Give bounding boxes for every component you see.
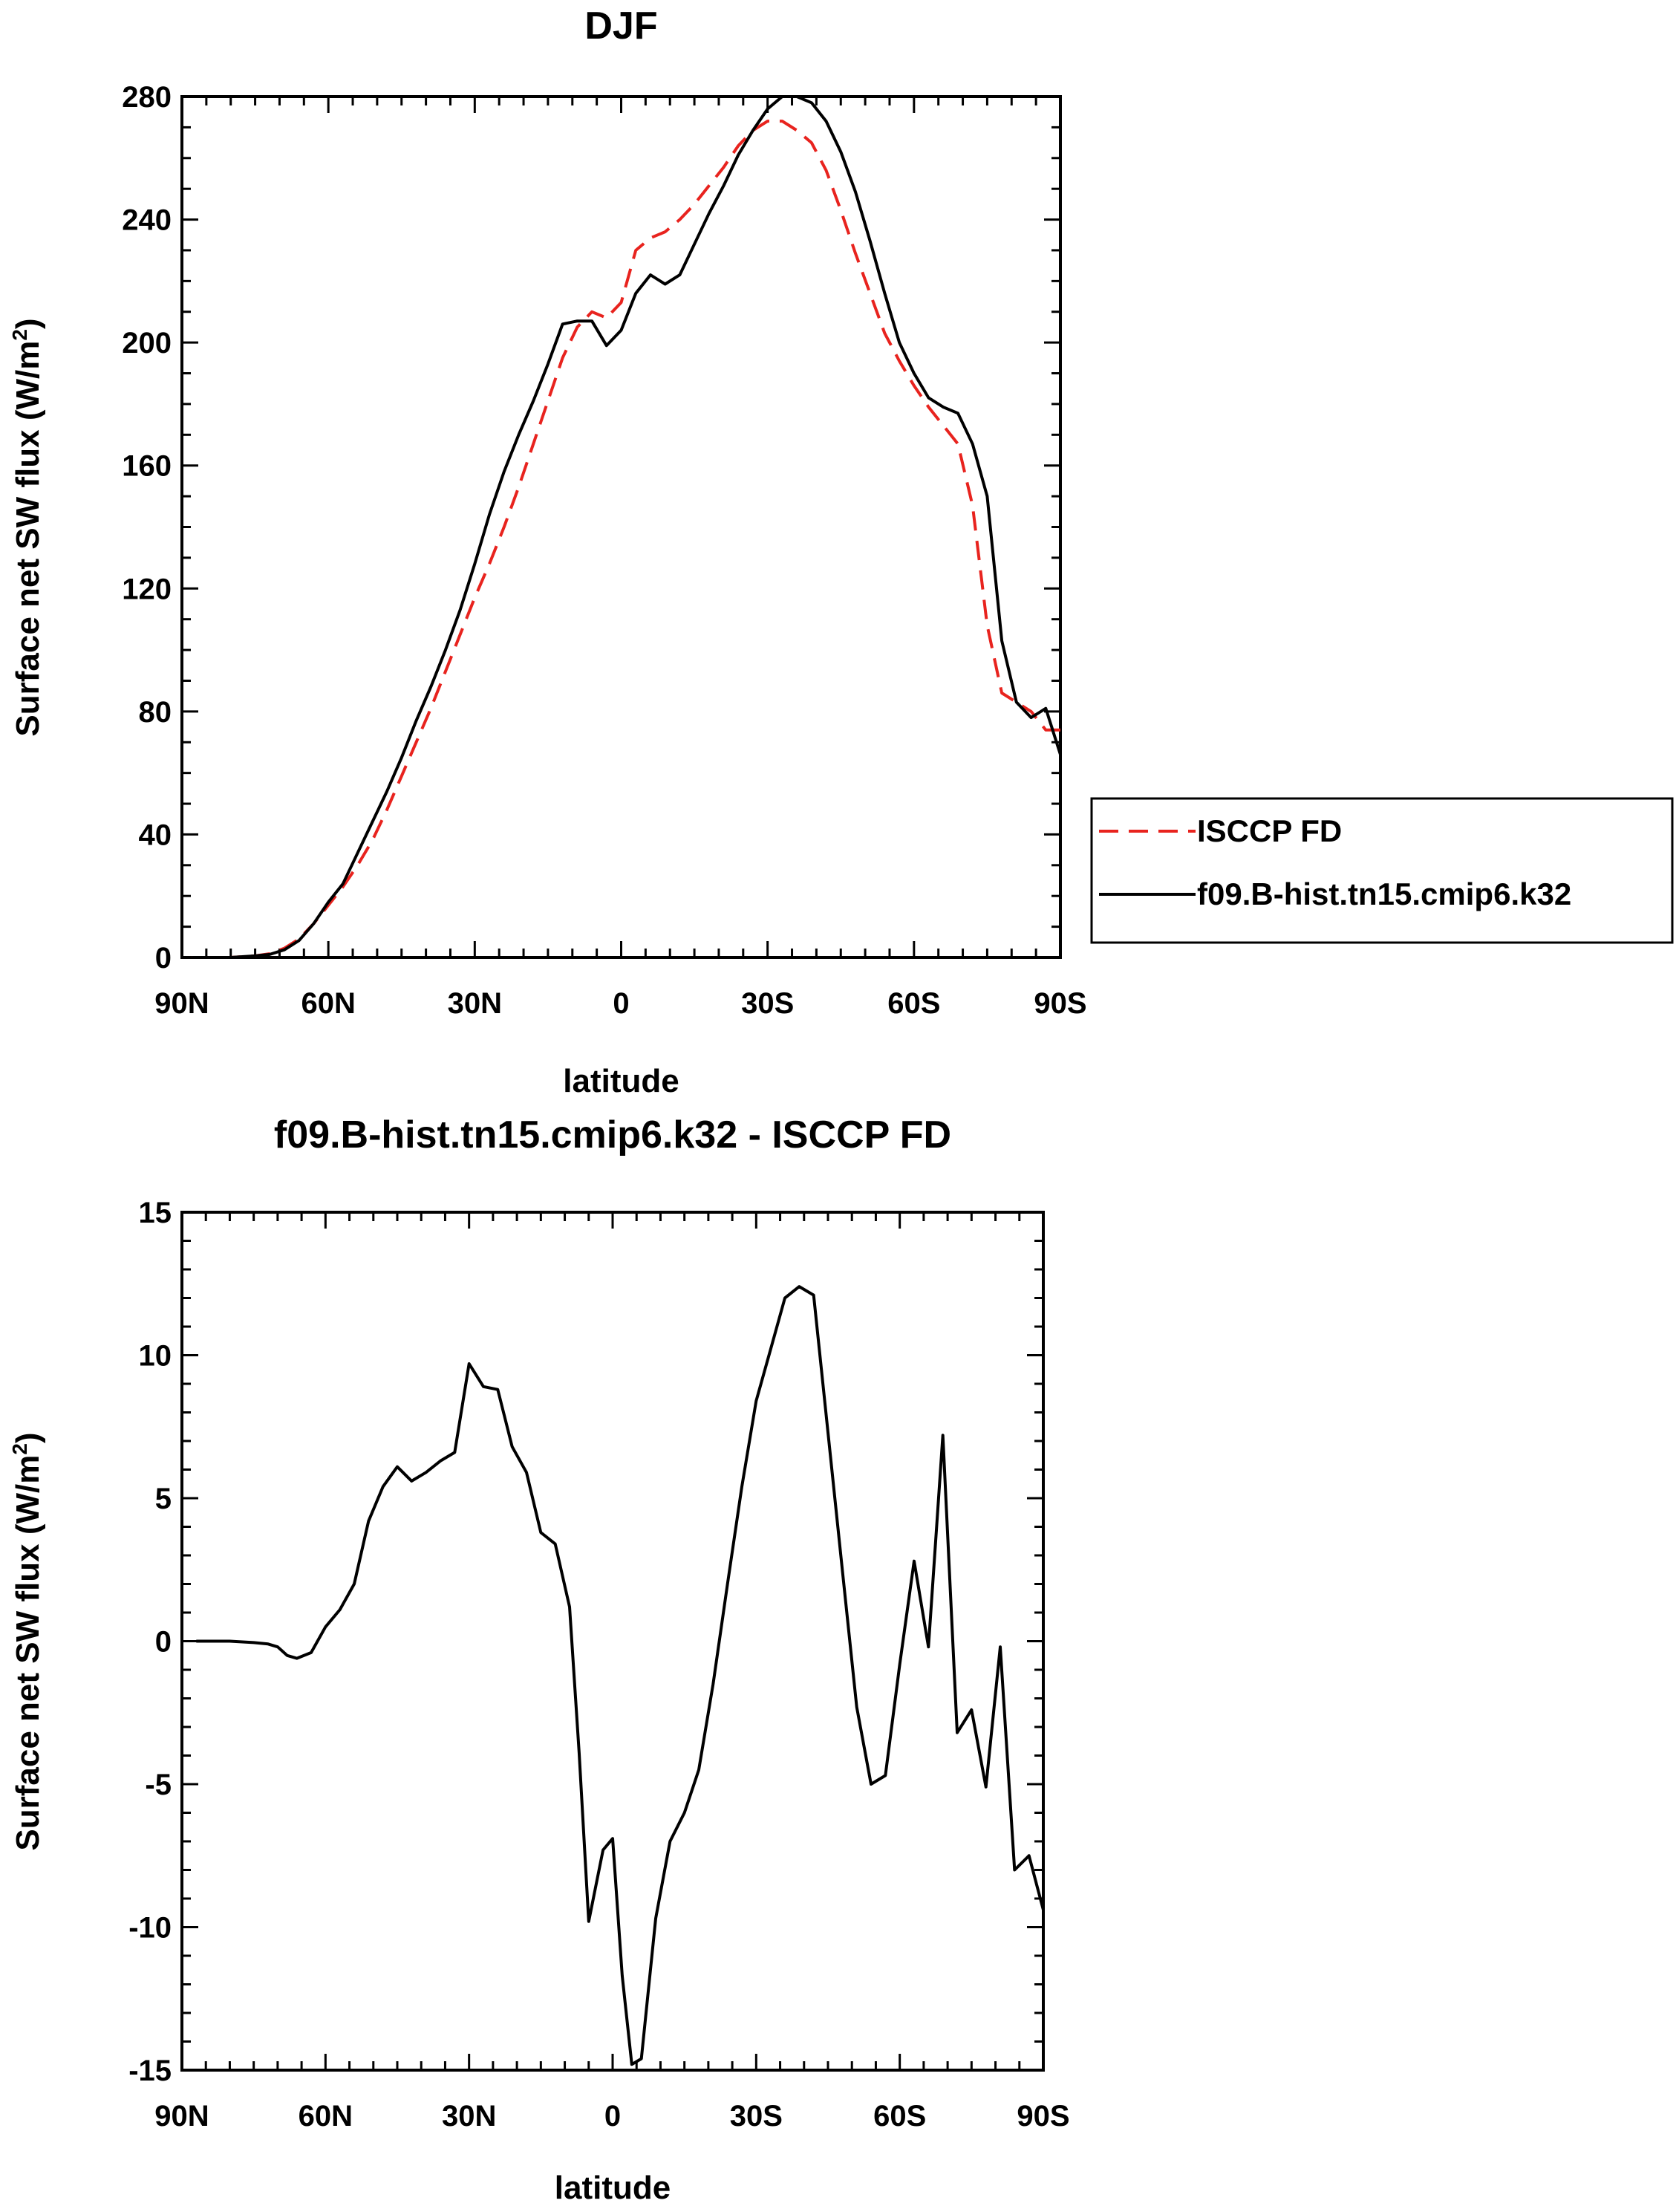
y-tick-label: 240 <box>122 204 172 237</box>
y-axis: 0 40 80 120 160 200 240 280 <box>122 81 1060 975</box>
legend-label: f09.B-hist.tn15.cmip6.k32 <box>1197 876 1571 911</box>
difference-line <box>196 1285 1043 2066</box>
y-tick-label: 5 <box>155 1483 172 1515</box>
x-tick-label: 60N <box>301 987 355 1020</box>
chart-title: DJF <box>584 4 657 48</box>
y-tick-label: 0 <box>155 942 172 975</box>
series-line-isccp-fd <box>192 120 1060 957</box>
chart-title: f09.B-hist.tn15.cmip6.k32 - ISCCP FD <box>274 1113 951 1157</box>
plot-frame <box>180 1211 1045 2072</box>
x-tick-label: 30S <box>730 2100 783 2133</box>
x-tick-label: 60S <box>873 2100 926 2133</box>
y-tick-label: -15 <box>128 2055 172 2087</box>
y-tick-label: 10 <box>139 1340 172 1373</box>
y-tick-label: 200 <box>122 327 172 360</box>
chart-panel-bottom: f09.B-hist.tn15.cmip6.k32 - ISCCP FD 90N 6… <box>8 1113 1070 2206</box>
series-line-f09-b-hist-tn15-cmip6-k32 <box>192 97 1060 957</box>
x-tick-label: 0 <box>604 2100 621 2133</box>
x-tick-label: 90N <box>154 2100 209 2133</box>
legend: ISCCP FD f09.B-hist.tn15.cmip6.k32 <box>1090 797 1674 944</box>
x-tick-label: 30S <box>741 987 794 1020</box>
x-tick-label: 0 <box>613 987 629 1020</box>
y-tick-label: 80 <box>139 696 172 729</box>
y-tick-label: -10 <box>128 1912 172 1945</box>
x-tick-label: 90N <box>154 987 209 1020</box>
x-axis: 90N 60N 30N 0 30S 60S 90S <box>154 97 1087 1020</box>
x-tick-label: 90S <box>1017 2100 1069 2133</box>
x-axis-label: latitude <box>555 2170 671 2206</box>
y-axis: -15 -10 -5 0 5 10 15 <box>128 1197 1043 2087</box>
legend-box <box>1090 797 1674 944</box>
y-axis-label: Surface net SW flux (W/m2) <box>8 1432 46 1850</box>
plot-frame <box>180 95 1062 959</box>
x-axis: 90N 60N 30N 0 30S 60S 90S <box>154 1212 1070 2133</box>
y-tick-label: -5 <box>145 1769 172 1801</box>
legend-label: ISCCP FD <box>1197 813 1342 848</box>
x-tick-label: 60S <box>887 987 940 1020</box>
series-group <box>196 1285 1043 2066</box>
y-tick-label: 120 <box>122 573 172 605</box>
series-group <box>192 97 1060 957</box>
x-tick-label: 30N <box>442 2100 496 2133</box>
y-tick-label: 280 <box>122 81 172 114</box>
y-tick-label: 40 <box>139 819 172 851</box>
y-tick-label: 0 <box>155 1626 172 1659</box>
x-tick-label: 60N <box>299 2100 353 2133</box>
y-tick-label: 160 <box>122 450 172 483</box>
chart-panel-top: DJF 90N 60N 30N 0 30S 60S 90S 0 40 80 120 160 200 240 2… <box>8 4 1674 1099</box>
y-axis-label: Surface net SW flux (W/m2) <box>8 318 46 736</box>
y-tick-label: 15 <box>139 1197 172 1229</box>
x-tick-label: 90S <box>1034 987 1086 1020</box>
x-tick-label: 30N <box>448 987 502 1020</box>
x-axis-label: latitude <box>563 1063 679 1099</box>
